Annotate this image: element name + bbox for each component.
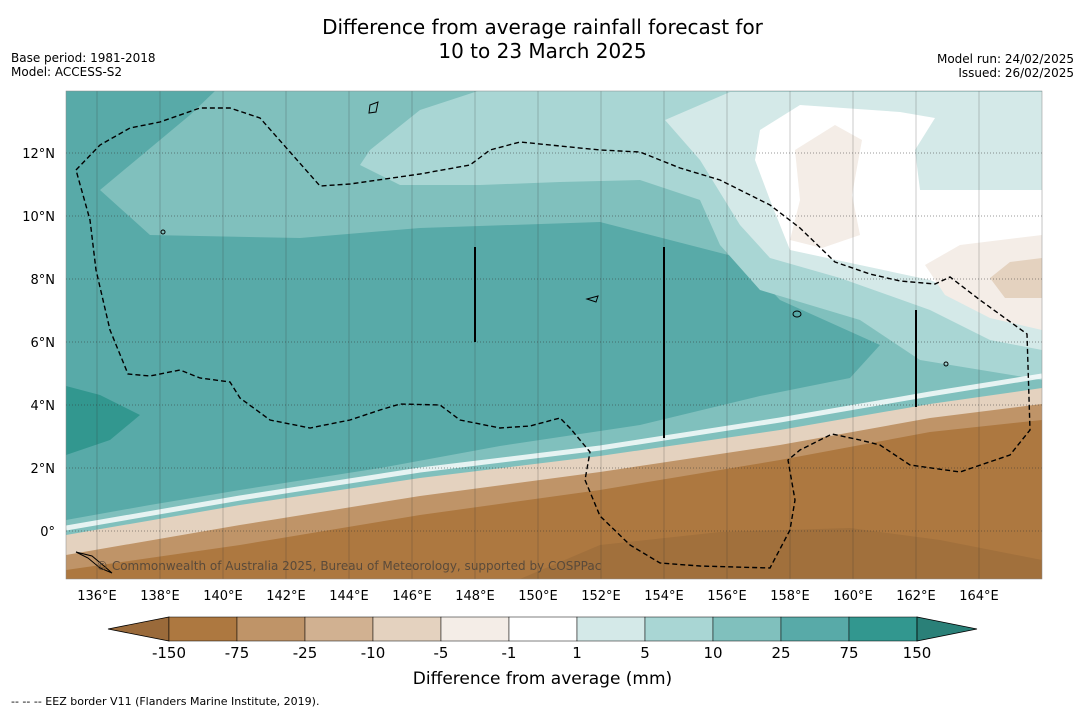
colorbar-tick-label: 150 — [902, 644, 932, 662]
latitude-label: 0° — [40, 525, 55, 540]
contour-neg150 — [520, 528, 1042, 579]
longitude-label: 142°E — [266, 589, 306, 604]
map-frame — [65, 90, 1043, 580]
chart-title-line1: Difference from average rainfall forecas… — [322, 15, 763, 39]
longitude-label: 160°E — [833, 589, 873, 604]
colorbar-extend-low — [107, 616, 170, 642]
island — [943, 361, 949, 367]
chart-title-line2: 10 to 23 March 2025 — [438, 39, 647, 63]
latitude-label: 4°N — [31, 399, 56, 414]
contour-75 — [66, 91, 880, 520]
island — [792, 310, 802, 318]
colorbar-swatch — [848, 616, 918, 642]
longitude-label: 146°E — [392, 589, 432, 604]
colorbar-tick-label: 25 — [771, 644, 791, 662]
colorbar-swatch — [236, 616, 306, 642]
colorbar-swatch — [508, 616, 578, 642]
contour-neg1-north — [790, 125, 862, 248]
base-period: Base period: 1981-2018 — [11, 51, 156, 65]
contour-transition — [66, 373, 1042, 531]
latitude-label: 10°N — [22, 210, 55, 225]
colorbar-tick-label: -10 — [360, 644, 386, 662]
latitude-labels: 12°N 10°N 8°N 6°N 4°N 2°N 0° — [22, 147, 55, 540]
island — [368, 101, 379, 114]
run-issued-info: Model run: 24/02/2025 Issued: 26/02/2025 — [937, 52, 1074, 80]
model-run: Model run: 24/02/2025 — [936, 52, 1074, 66]
colorbar-swatch — [304, 616, 374, 642]
latitude-label: 8°N — [31, 273, 56, 288]
longitude-label: 138°E — [140, 589, 180, 604]
colorbar-extend-high — [916, 616, 978, 642]
longitude-label: 144°E — [329, 589, 369, 604]
model-name: Model: ACCESS-S2 — [11, 65, 123, 79]
colorbar — [107, 616, 978, 642]
colorbar-tick-label: -1 — [501, 644, 517, 662]
issued-date: Issued: 26/02/2025 — [958, 66, 1074, 80]
longitude-label: 152°E — [581, 589, 621, 604]
colorbar-swatch — [780, 616, 850, 642]
eez-legend-note: -- -- -- EEZ border V11 (Flanders Marine… — [11, 695, 320, 708]
latitude-label: 6°N — [31, 336, 56, 351]
colorbar-swatch — [644, 616, 714, 642]
colorbar-swatch — [712, 616, 782, 642]
colorbar-tick-label: 5 — [640, 644, 650, 662]
contour-150 — [66, 386, 140, 455]
longitude-label: 136°E — [77, 589, 117, 604]
longitude-label: 164°E — [959, 589, 999, 604]
colorbar-tick-label: 75 — [839, 644, 859, 662]
island — [585, 295, 599, 303]
eez-border-north — [75, 107, 1031, 569]
colorbar-swatch — [372, 616, 442, 642]
contour-layers: © Commonwealth of Australia 2025, Bureau… — [66, 91, 1042, 579]
longitude-label: 158°E — [770, 589, 810, 604]
longitude-label: 162°E — [896, 589, 936, 604]
longitude-labels: 136°E 138°E 140°E 142°E 144°E 146°E 148°E 150°E… — [77, 589, 999, 604]
longitude-label: 156°E — [707, 589, 747, 604]
contour-neg1-east — [925, 235, 1042, 330]
island — [75, 551, 113, 574]
longitude-label: 140°E — [203, 589, 243, 604]
colorbar-swatch — [168, 616, 238, 642]
longitude-label: 150°E — [518, 589, 558, 604]
copyright-text: © Commonwealth of Australia 2025, Bureau… — [96, 559, 601, 573]
colorbar-tick-label: -150 — [151, 644, 187, 662]
colorbar-tick-label: 10 — [703, 644, 723, 662]
base-model-info: Base period: 1981-2018 Model: ACCESS-S2 — [11, 51, 156, 79]
contour-neg5-east — [990, 258, 1042, 298]
latitude-label: 12°N — [22, 147, 55, 162]
colorbar-swatch — [440, 616, 510, 642]
longitude-label: 148°E — [455, 589, 495, 604]
colorbar-title: Difference from average (mm) — [412, 669, 673, 689]
latitude-label: 2°N — [31, 462, 56, 477]
colorbar-tick-label: -75 — [224, 644, 250, 662]
colorbar-tick-label: -5 — [433, 644, 449, 662]
colorbar-swatch — [576, 616, 646, 642]
colorbar-tick-label: -25 — [292, 644, 318, 662]
longitude-label: 154°E — [644, 589, 684, 604]
colorbar-tick-label: 1 — [572, 644, 582, 662]
island — [160, 229, 166, 235]
